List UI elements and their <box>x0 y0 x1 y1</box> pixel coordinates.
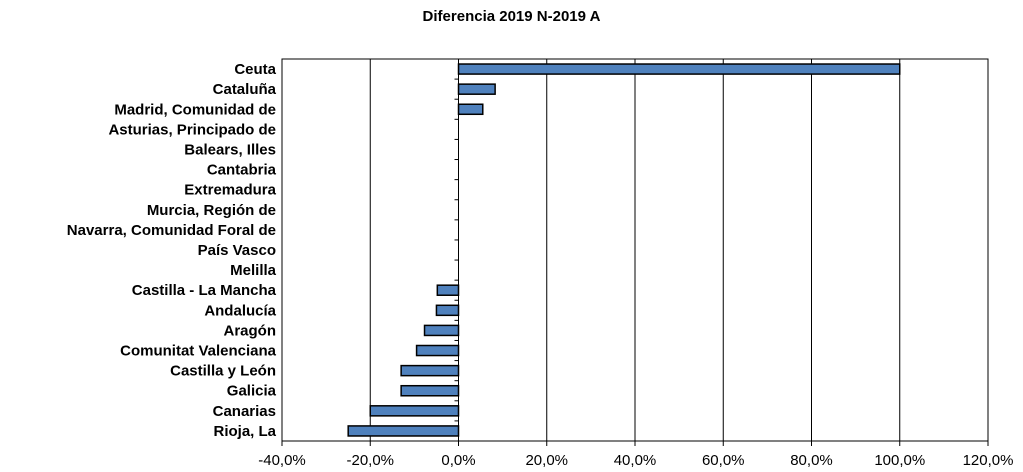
bar-0 <box>457 63 901 75</box>
category-label-10: Melilla <box>230 262 277 279</box>
bar-18 <box>347 425 460 437</box>
x-tick-label-2: 0,0% <box>441 452 475 469</box>
category-label-15: Castilla y León <box>170 363 276 380</box>
category-label-0: Ceuta <box>234 61 276 78</box>
category-label-3: Asturias, Principado de <box>108 121 276 138</box>
category-label-9: País Vasco <box>198 242 276 259</box>
x-tick-label-7: 100,0% <box>874 452 925 469</box>
x-tick-label-0: -40,0% <box>258 452 306 469</box>
category-label-7: Murcia, Región de <box>147 202 276 219</box>
bar-11 <box>436 284 460 296</box>
category-label-13: Aragón <box>224 322 277 339</box>
bar-17 <box>369 405 460 417</box>
category-label-17: Canarias <box>213 403 276 420</box>
bar-16 <box>400 384 460 397</box>
category-label-5: Cantabria <box>207 162 277 179</box>
category-label-1: Cataluña <box>213 81 277 98</box>
category-label-11: Castilla - La Mancha <box>132 282 277 299</box>
category-label-8: Navarra, Comunidad Foral de <box>67 222 276 239</box>
bar-2 <box>457 103 484 116</box>
category-label-14: Comunitat Valenciana <box>120 343 277 360</box>
category-label-6: Extremadura <box>184 182 276 199</box>
bar-14 <box>415 344 460 357</box>
bar-13 <box>423 324 460 337</box>
category-label-12: Andalucía <box>204 302 276 319</box>
category-label-18: Rioja, La <box>213 423 276 440</box>
x-tick-label-1: -20,0% <box>346 452 394 469</box>
category-label-16: Galicia <box>227 383 277 400</box>
x-tick-label-3: 20,0% <box>525 452 568 469</box>
bar-12 <box>435 304 460 317</box>
x-tick-label-8: 120,0% <box>963 452 1014 469</box>
category-label-4: Balears, Illes <box>184 141 276 158</box>
chart-title: Diferencia 2019 N-2019 A <box>422 8 601 25</box>
category-label-2: Madrid, Comunidad de <box>114 101 276 118</box>
x-tick-label-4: 40,0% <box>614 452 657 469</box>
bar-1 <box>457 83 496 95</box>
x-tick-label-5: 60,0% <box>702 452 745 469</box>
x-tick-label-6: 80,0% <box>790 452 833 469</box>
bar-15 <box>400 364 460 377</box>
